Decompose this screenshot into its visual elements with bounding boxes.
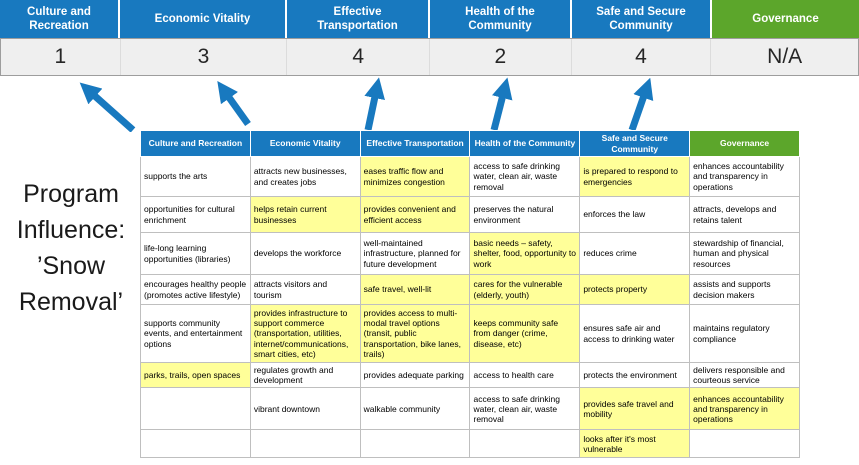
matrix-cell: well-maintained infrastructure, planned … <box>359 232 471 275</box>
matrix-cell: reduces crime <box>579 232 691 275</box>
score-header-economic-vitality: Economic Vitality <box>120 0 287 38</box>
matrix-cell: walkable community <box>359 387 471 431</box>
score-header-safe-secure: Safe and Secure Community <box>572 0 712 38</box>
matrix-cell: safe travel, well-lit <box>359 274 471 305</box>
matrix-cell: provides infrastructure to support comme… <box>249 304 361 363</box>
matrix-row: vibrant downtown walkable community access… <box>140 387 800 431</box>
arrow-safe-secure <box>628 77 654 132</box>
score-header-health-community: Health of the Community <box>430 0 572 38</box>
matrix-cell: access to safe drinking water, clean air… <box>469 387 581 431</box>
matrix-cell: supports community events, and entertain… <box>140 304 251 363</box>
matrix-cell: attracts new businesses, and creates job… <box>249 156 361 197</box>
score-header-effective-transportation: Effective Transportation <box>287 0 430 38</box>
matrix-cell: cares for the vulnerable (elderly, youth… <box>469 274 581 305</box>
matrix-cell: attracts visitors and tourism <box>249 274 361 305</box>
matrix-cell: enhances accountability and transparency… <box>689 387 800 431</box>
matrix-cell <box>140 429 251 459</box>
score-header-culture-recreation: Culture and Recreation <box>0 0 120 38</box>
matrix-cell: is prepared to respond to emergencies <box>579 156 691 197</box>
arrow-economic-vitality <box>217 81 251 127</box>
arrow-effective-transportation <box>364 77 385 131</box>
matrix-cell: encourages healthy people (promotes acti… <box>140 274 251 305</box>
title-line: Program <box>23 180 119 208</box>
matrix-body: supports the arts attracts new businesses… <box>140 156 800 459</box>
matrix-header-economic-vitality: Economic Vitality <box>249 130 361 157</box>
matrix-cell: ensures safe air and access to drinking … <box>579 304 691 363</box>
matrix-head: Culture and Recreation Economic Vitality… <box>140 130 800 157</box>
title-line: Removal’ <box>18 288 124 316</box>
matrix-row: supports the arts attracts new businesses… <box>140 156 800 197</box>
matrix-row: life-long learning opportunities (librar… <box>140 232 800 275</box>
title-line: Influence: <box>16 216 126 244</box>
score-safe-secure: 4 <box>572 39 712 75</box>
matrix-cell <box>140 387 251 431</box>
matrix-cell: maintains regulatory compliance <box>689 304 800 363</box>
matrix-row: looks after it's most vulnerable <box>140 429 800 459</box>
program-title: Program Influence: ’Snow Removal’ <box>0 176 142 320</box>
matrix-cell: eases traffic flow and minimizes congest… <box>359 156 471 197</box>
matrix-row: opportunities for cultural enrichment hel… <box>140 196 800 233</box>
matrix-cell: life-long learning opportunities (librar… <box>140 232 251 275</box>
matrix-cell <box>359 429 471 459</box>
matrix-cell: develops the workforce <box>249 232 361 275</box>
matrix-header-governance: Governance <box>689 130 800 157</box>
score-health-community: 2 <box>430 39 572 75</box>
matrix-cell: regulates growth and development <box>249 361 361 389</box>
matrix-cell: stewardship of financial, human and phys… <box>689 232 800 275</box>
matrix-row: encourages healthy people (promotes acti… <box>140 274 800 305</box>
score-economic-vitality: 3 <box>121 39 288 75</box>
matrix-cell <box>469 429 581 459</box>
matrix-cell: parks, trails, open spaces <box>140 361 251 389</box>
score-effective-transportation: 4 <box>287 39 430 75</box>
score-value-row: 1 3 4 2 4 N/A <box>0 38 859 76</box>
matrix-cell: assists and supports decision makers <box>689 274 800 305</box>
matrix-cell: protects the environment <box>579 361 691 389</box>
matrix-cell: provides access to multi-modal travel op… <box>359 304 471 363</box>
matrix-cell: helps retain current businesses <box>249 196 361 233</box>
matrix-header-culture-recreation: Culture and Recreation <box>140 130 251 157</box>
score-header-governance: Governance <box>712 0 859 38</box>
arrows-layer <box>79 77 654 132</box>
matrix-cell: enforces the law <box>579 196 691 233</box>
matrix-cell: provides convenient and efficient access <box>359 196 471 233</box>
matrix-cell: access to safe drinking water, clean air… <box>469 156 581 197</box>
matrix-cell: delivers responsible and courteous servi… <box>689 361 800 389</box>
matrix-cell <box>249 429 361 459</box>
score-governance: N/A <box>767 45 803 68</box>
matrix-row: parks, trails, open spaces regulates grow… <box>140 361 800 389</box>
matrix-cell: looks after it's most vulnerable <box>579 429 691 459</box>
matrix-header-row: Culture and Recreation Economic Vitality… <box>140 130 800 157</box>
matrix-cell: protects property <box>579 274 691 305</box>
title-line: ’Snow <box>36 252 106 280</box>
matrix-cell: access to health care <box>469 361 581 389</box>
matrix-header-safe-secure: Safe and Secure Community <box>579 130 691 157</box>
score-header-row: Culture and Recreation Economic Vitality… <box>0 0 859 38</box>
matrix-cell: provides adequate parking <box>359 361 471 389</box>
matrix-row: supports community events, and entertain… <box>140 304 800 363</box>
score-culture-recreation: 1 <box>1 39 121 75</box>
matrix-cell: basic needs – safety, shelter, food, opp… <box>469 232 581 275</box>
matrix-cell: attracts, develops and retains talent <box>689 196 800 233</box>
influence-matrix: Culture and Recreation Economic Vitality… <box>140 130 800 459</box>
matrix-cell: enhances accountability and transparency… <box>689 156 800 197</box>
matrix-header-effective-transportation: Effective Transportation <box>359 130 471 157</box>
matrix-cell: preserves the natural environment <box>469 196 581 233</box>
matrix-cell: keeps community safe from danger (crime,… <box>469 304 581 363</box>
matrix-cell: opportunities for cultural enrichment <box>140 196 251 233</box>
matrix-cell <box>689 429 800 459</box>
arrow-culture-recreation <box>79 82 136 132</box>
arrow-health-community <box>490 77 513 131</box>
matrix-cell: vibrant downtown <box>249 387 361 431</box>
matrix-cell: provides safe travel and mobility <box>579 387 691 431</box>
matrix-cell: supports the arts <box>140 156 251 197</box>
matrix-header-health-community: Health of the Community <box>469 130 581 157</box>
